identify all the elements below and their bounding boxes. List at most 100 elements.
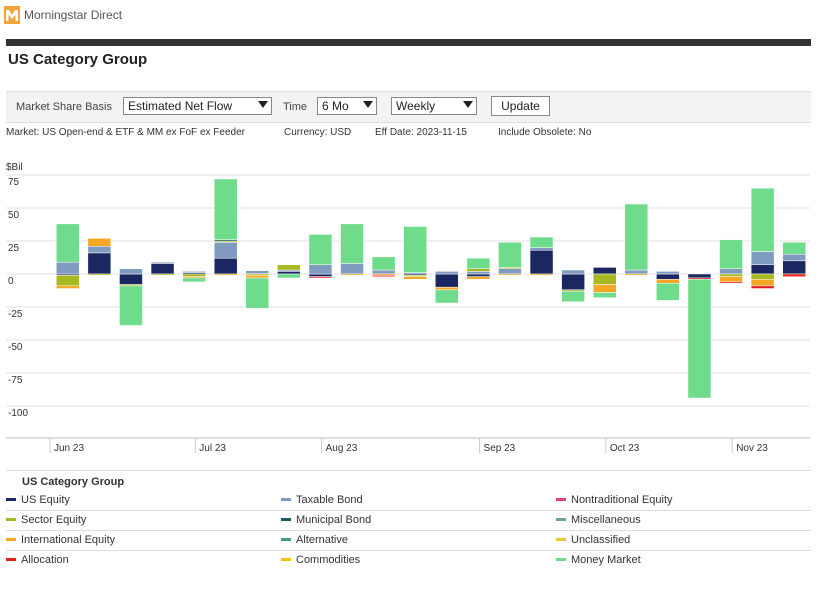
y-tick-label: 25 — [8, 243, 20, 254]
bar-segment — [87, 252, 112, 275]
legend-label: Miscellaneous — [571, 514, 641, 526]
bar-segment — [656, 271, 680, 275]
bar-segment — [56, 285, 80, 289]
bar-segment — [656, 273, 680, 280]
y-tick-label: -25 — [8, 309, 23, 320]
bar-segment — [687, 279, 712, 399]
bar-segment — [56, 223, 80, 263]
chevron-down-icon — [258, 101, 268, 108]
bar-segment — [592, 267, 617, 275]
legend-item: Money Market — [556, 554, 641, 566]
bar-segment — [561, 269, 585, 275]
bar-segment — [182, 271, 206, 273]
chevron-down-icon — [363, 101, 373, 108]
legend-label: Money Market — [571, 554, 641, 566]
bar-segment — [150, 273, 175, 276]
controls-bar: Market Share Basis Estimated Net Flow Ti… — [6, 91, 811, 123]
bar-segment — [245, 277, 270, 309]
bar-segment — [592, 284, 617, 293]
bar-segment — [245, 270, 270, 274]
y-tick-label: 75 — [8, 177, 20, 188]
legend-label: International Equity — [21, 534, 116, 546]
eff-date-info: Eff Date: 2023-11-15 — [375, 127, 467, 138]
bar-segment — [277, 264, 301, 271]
legend-label: Allocation — [21, 554, 69, 566]
legend-item: Miscellaneous — [556, 514, 641, 526]
bar-segment — [498, 268, 522, 275]
bar-segment — [371, 275, 396, 277]
y-axis-label: $Bil — [6, 162, 23, 173]
bar-segment — [750, 273, 775, 280]
legend-swatch — [281, 537, 291, 541]
bar-segment — [435, 286, 459, 291]
x-tick-label: Aug 23 — [326, 443, 358, 454]
x-tick-label: Nov 23 — [736, 443, 768, 454]
bar-segment — [435, 289, 459, 304]
legend-label: Unclassified — [571, 534, 631, 546]
legend-top-divider — [6, 470, 811, 471]
legend-swatch — [556, 557, 566, 561]
frequency-value: Weekly — [396, 99, 436, 113]
bar-segment — [561, 290, 585, 302]
time-value: 6 Mo — [322, 99, 349, 113]
market-share-basis-select[interactable]: Estimated Net Flow — [123, 97, 272, 115]
y-tick-label: -75 — [8, 375, 23, 386]
bar-segment — [782, 273, 806, 277]
bar-segment — [687, 273, 712, 279]
bar-segment — [719, 268, 743, 275]
app-title: Morningstar Direct — [24, 8, 123, 22]
legend-item: Alternative — [281, 534, 348, 546]
bar-segment — [119, 268, 143, 275]
legend-item: Nontraditional Equity — [556, 494, 673, 506]
header-divider — [6, 39, 811, 46]
x-tick-label: Jun 23 — [54, 443, 84, 454]
bar-segment — [466, 268, 491, 272]
bar-segment — [529, 249, 554, 275]
bar-segment — [213, 178, 238, 240]
bar-segment — [750, 264, 775, 275]
bar-segment — [119, 273, 143, 285]
bar-segment — [529, 247, 554, 251]
bar-segment — [719, 276, 743, 283]
app-header: Morningstar Direct — [0, 0, 826, 30]
update-button[interactable]: Update — [491, 96, 550, 116]
bar-segment — [719, 273, 743, 277]
bar-segment — [340, 263, 364, 275]
bar-segment — [529, 273, 554, 276]
legend-label: Commodities — [296, 554, 361, 566]
market-info: Market: US Open-end & ETF & MM ex FoF ex… — [6, 127, 245, 138]
bar-segment — [308, 273, 333, 277]
frequency-select[interactable]: Weekly — [391, 97, 477, 115]
bar-segment — [371, 256, 396, 271]
bar-segment — [466, 271, 491, 275]
bar-segment — [213, 257, 238, 275]
bar-segment — [435, 273, 459, 288]
y-tick-label: 50 — [8, 210, 20, 221]
bar-segment — [592, 273, 617, 285]
x-tick-label: Sep 23 — [484, 443, 516, 454]
y-tick-label: -50 — [8, 342, 23, 353]
bar-segment — [371, 269, 396, 275]
y-tick-label: -100 — [8, 408, 28, 419]
legend-title: US Category Group — [22, 476, 125, 488]
bar-segment — [656, 279, 680, 284]
legend-swatch — [6, 537, 16, 541]
legend-item: Taxable Bond — [281, 494, 363, 506]
bar-segment — [498, 242, 522, 268]
bar-segment — [213, 242, 238, 259]
time-select[interactable]: 6 Mo — [317, 97, 377, 115]
bar-segment — [340, 273, 364, 276]
bar-segment — [750, 285, 775, 289]
bar-segment — [277, 271, 301, 275]
legend-item: International Equity — [6, 534, 115, 546]
bar-segment — [624, 269, 649, 275]
legend-row-divider — [6, 510, 811, 511]
bar-segment — [529, 236, 554, 248]
legend-item: Commodities — [281, 554, 360, 566]
bar-segment — [498, 273, 522, 276]
x-tick-label: Jul 23 — [199, 443, 226, 454]
legend-label: Municipal Bond — [296, 514, 372, 526]
legend-item: Unclassified — [556, 534, 630, 546]
market-share-basis-value: Estimated Net Flow — [128, 99, 233, 113]
legend-label: US Equity — [21, 494, 70, 506]
